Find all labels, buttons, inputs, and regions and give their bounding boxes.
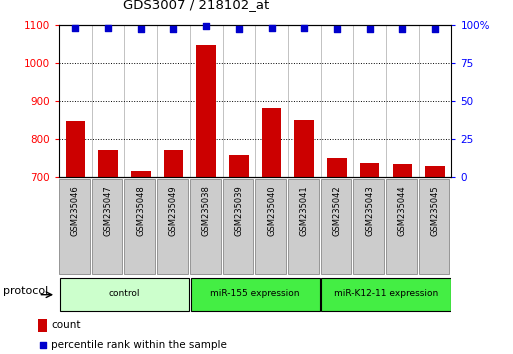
Point: [333, 27, 341, 32]
Bar: [190, 179, 221, 274]
Text: miR-K12-11 expression: miR-K12-11 expression: [334, 290, 438, 298]
Bar: [262, 108, 281, 177]
Text: GSM235040: GSM235040: [267, 185, 276, 235]
Text: GSM235046: GSM235046: [71, 185, 80, 236]
Text: control: control: [109, 290, 140, 298]
Bar: [386, 179, 417, 274]
Text: GSM235041: GSM235041: [300, 185, 309, 235]
Bar: [157, 179, 188, 274]
Point: [235, 27, 243, 32]
Point: [300, 25, 308, 31]
Bar: [124, 179, 155, 274]
Bar: [60, 278, 189, 312]
Bar: [59, 179, 90, 274]
Bar: [196, 45, 216, 177]
Text: GSM235043: GSM235043: [365, 185, 374, 236]
Point: [202, 23, 210, 29]
Bar: [164, 150, 183, 177]
Bar: [322, 278, 450, 312]
Text: GSM235044: GSM235044: [398, 185, 407, 235]
Text: percentile rank within the sample: percentile rank within the sample: [51, 340, 227, 350]
Text: GSM235048: GSM235048: [136, 185, 145, 236]
Text: GSM235042: GSM235042: [332, 185, 342, 235]
Bar: [66, 121, 85, 177]
Bar: [131, 171, 150, 177]
Text: GDS3007 / 218102_at: GDS3007 / 218102_at: [123, 0, 269, 11]
Point: [398, 27, 406, 32]
Point: [267, 25, 275, 31]
Text: GSM235047: GSM235047: [104, 185, 112, 236]
Text: protocol: protocol: [3, 286, 48, 296]
Bar: [425, 166, 445, 177]
Bar: [353, 179, 384, 274]
Bar: [327, 158, 347, 177]
Bar: [229, 155, 249, 177]
Point: [38, 342, 47, 348]
Text: GSM235038: GSM235038: [202, 185, 211, 236]
Bar: [294, 120, 314, 177]
Point: [136, 27, 145, 32]
Text: miR-155 expression: miR-155 expression: [210, 290, 300, 298]
Text: GSM235049: GSM235049: [169, 185, 178, 235]
Bar: [92, 179, 123, 274]
Point: [71, 25, 80, 31]
Bar: [360, 163, 380, 177]
Text: count: count: [51, 320, 81, 330]
Bar: [392, 165, 412, 177]
Text: GSM235045: GSM235045: [430, 185, 440, 235]
Bar: [419, 179, 449, 274]
Point: [169, 27, 177, 32]
Bar: [255, 179, 286, 274]
Point: [366, 27, 374, 32]
Text: GSM235039: GSM235039: [234, 185, 243, 236]
Bar: [223, 179, 253, 274]
Bar: [98, 150, 118, 177]
Bar: [37, 319, 47, 332]
Point: [104, 25, 112, 31]
Bar: [321, 179, 351, 274]
Point: [431, 27, 439, 32]
Bar: [191, 278, 320, 312]
Bar: [288, 179, 319, 274]
